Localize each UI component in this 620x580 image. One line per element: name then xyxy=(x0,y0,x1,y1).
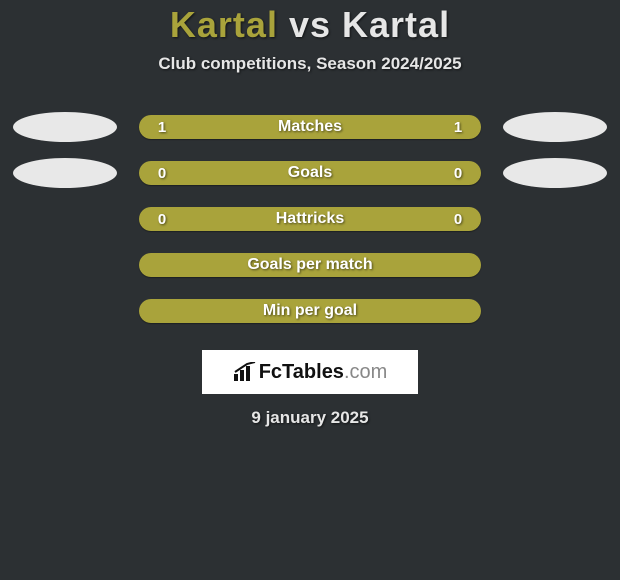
subtitle: Club competitions, Season 2024/2025 xyxy=(0,54,620,74)
stat-row: Goals per match xyxy=(0,242,620,288)
brand-light: .com xyxy=(344,361,387,383)
team1-badge xyxy=(13,110,117,144)
stat-row: 0 Goals 0 xyxy=(0,150,620,196)
stat-row: 0 Hattricks 0 xyxy=(0,196,620,242)
date-text: 9 january 2025 xyxy=(0,408,620,428)
team2-badge xyxy=(503,110,607,144)
stat-row: Min per goal xyxy=(0,288,620,334)
brand-bold: FcTables xyxy=(259,361,344,383)
ellipse-icon xyxy=(13,158,117,188)
stat-label: Goals xyxy=(139,164,481,182)
stat-bar: Min per goal xyxy=(139,299,481,323)
stat-row: 1 Matches 1 xyxy=(0,104,620,150)
stat-bar: 1 Matches 1 xyxy=(139,115,481,139)
team2-name: Kartal xyxy=(342,4,450,45)
page-title: Kartal vs Kartal xyxy=(0,4,620,46)
stat-bar: 0 Goals 0 xyxy=(139,161,481,185)
stat-label: Matches xyxy=(139,118,481,136)
stat-label: Goals per match xyxy=(139,256,481,274)
ellipse-icon xyxy=(503,112,607,142)
team1-name: Kartal xyxy=(170,4,278,45)
stat-label: Min per goal xyxy=(139,302,481,320)
ellipse-icon xyxy=(503,158,607,188)
stat-bar: Goals per match xyxy=(139,253,481,277)
empty-badge xyxy=(13,248,117,282)
ellipse-icon xyxy=(13,112,117,142)
comparison-card: Kartal vs Kartal Club competitions, Seas… xyxy=(0,0,620,428)
stat-label: Hattricks xyxy=(139,210,481,228)
brand-logo[interactable]: FcTables.com xyxy=(202,350,418,394)
team1-badge xyxy=(13,156,117,190)
empty-badge xyxy=(13,294,117,328)
brand-text: FcTables.com xyxy=(259,361,388,384)
stats-rows: 1 Matches 1 0 Goals 0 0 Hattricks 0 xyxy=(0,104,620,334)
empty-badge xyxy=(503,248,607,282)
empty-badge xyxy=(13,202,117,236)
empty-badge xyxy=(503,294,607,328)
chart-icon xyxy=(233,362,257,382)
stat-bar: 0 Hattricks 0 xyxy=(139,207,481,231)
empty-badge xyxy=(503,202,607,236)
vs-text: vs xyxy=(289,4,331,45)
team2-badge xyxy=(503,156,607,190)
